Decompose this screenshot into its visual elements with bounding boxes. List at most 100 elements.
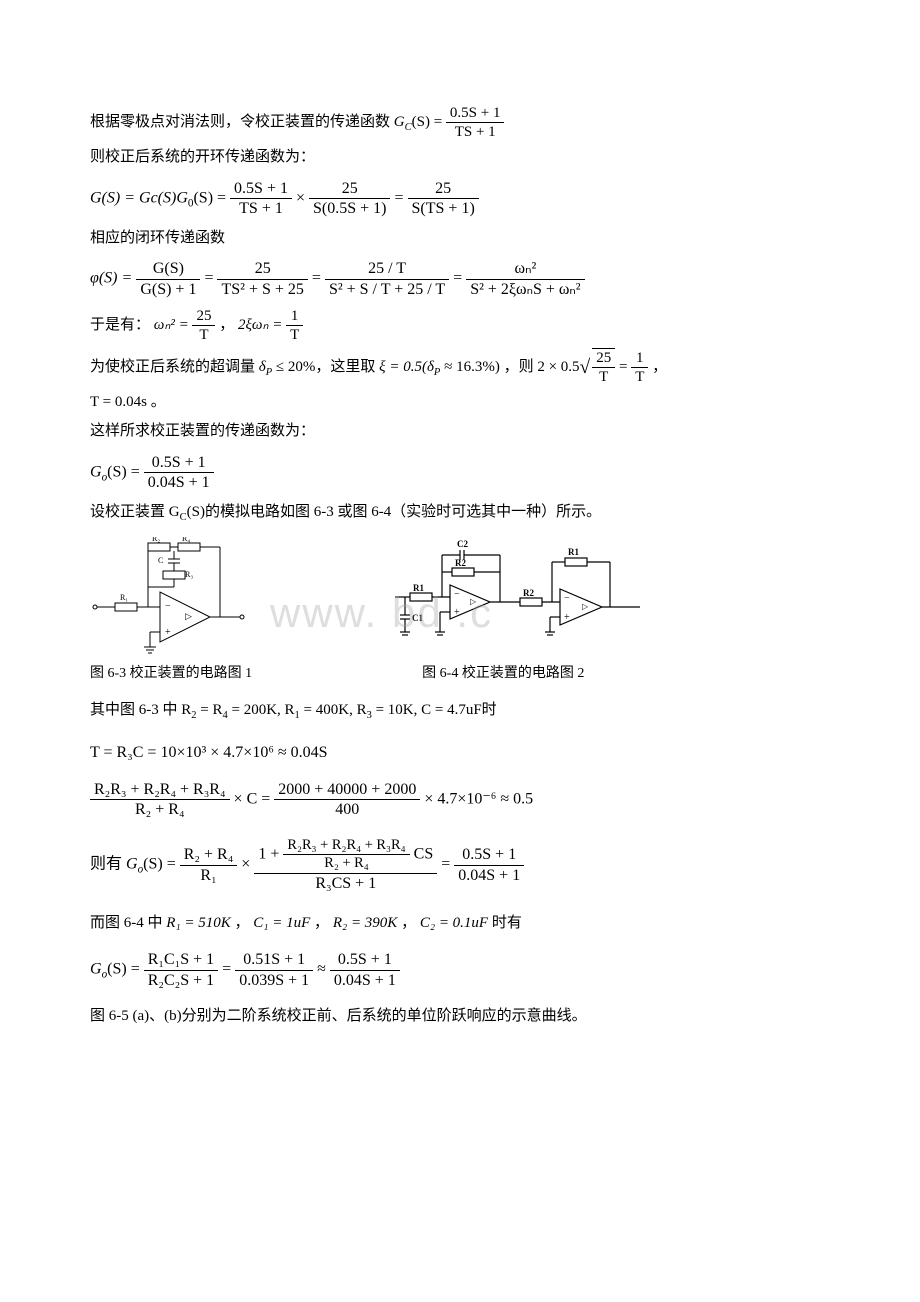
eq14-arg: (S) = bbox=[107, 961, 144, 978]
eq3-eq2: = bbox=[312, 270, 325, 287]
p5-delta: δ bbox=[259, 359, 266, 375]
eq3-f4-den: S² + 2ξωₙS + ωₙ² bbox=[466, 280, 584, 299]
eq3-eq3: = bbox=[453, 270, 466, 287]
eq12-f3-den: 0.04S + 1 bbox=[454, 866, 524, 885]
eq7-arg: (S) = bbox=[107, 463, 144, 480]
eq12-f1-den: R₁ bbox=[180, 866, 238, 885]
eq1-sub: C bbox=[405, 122, 412, 133]
p13-comma1: ， bbox=[231, 915, 254, 931]
equation-12: 则有 Go(S) = R₂ + R₄R₁ × 1 + R₂R₃ + R₂R₄ +… bbox=[90, 837, 830, 893]
eq3-f3-num: 25 / T bbox=[325, 259, 449, 279]
eq4b-lhs: 2ξωₙ = bbox=[238, 317, 286, 333]
eq11-f2: 2000 + 40000 + 2000400 bbox=[274, 780, 420, 819]
svg-text:−: − bbox=[454, 589, 460, 600]
eq2-times: × bbox=[296, 189, 309, 206]
sqrt-sign: √ bbox=[580, 357, 591, 378]
eq5-rhs-num: 1 bbox=[631, 349, 648, 368]
eq7-den: 0.04S + 1 bbox=[144, 473, 214, 492]
p4-prefix: 于是有： bbox=[90, 317, 150, 333]
caption-2: 图 6-4 校正装置的电路图 2 bbox=[422, 662, 584, 686]
paragraph-8: 设校正装置 GC(S)的模拟电路如图 6-3 或图 6-4（实验时可选其中一种）… bbox=[90, 500, 830, 527]
p9-b: = R bbox=[200, 702, 222, 718]
svg-text:R₁: R₁ bbox=[120, 593, 128, 602]
paragraph-3: 相应的闭环传递函数 bbox=[90, 226, 830, 252]
p13-r2: R₂ = 390K bbox=[333, 915, 398, 931]
p5-c: ≈ 16.3%) ，则 bbox=[444, 359, 537, 375]
p1-text: 根据零极点对消法则，令校正装置的传递函数 bbox=[90, 114, 394, 130]
svg-text:R2: R2 bbox=[455, 558, 466, 568]
eq2-f2-den: S(0.5S + 1) bbox=[309, 199, 390, 218]
paragraph-6: T = 0.04s 。 bbox=[90, 390, 830, 416]
eq14-eq: = bbox=[222, 961, 235, 978]
p9-e: = 10K, C = 4.7uF时 bbox=[376, 702, 497, 718]
svg-text:+: + bbox=[165, 627, 171, 638]
eq12-inner-num: R₂R₃ + R₂R₄ + R₃R₄ bbox=[283, 837, 409, 855]
p9-s1: 1 bbox=[295, 710, 300, 721]
eq2-mid: (S) = bbox=[193, 189, 230, 206]
equation-14: Go(S) = R₁C₁S + 1R₂C₂S + 1 = 0.51S + 10.… bbox=[90, 950, 830, 989]
eq14-f1-den: R₂C₂S + 1 bbox=[144, 971, 218, 990]
eq12-eq: = bbox=[441, 856, 454, 873]
eq11-f2-den: 400 bbox=[274, 800, 420, 819]
svg-text:R1: R1 bbox=[413, 583, 424, 593]
paragraph-4: 于是有： ωₙ² = 25T ， 2ξωₙ = 1T bbox=[90, 307, 830, 344]
p12-prefix: 则有 bbox=[90, 856, 126, 873]
paragraph-9: 其中图 6-3 中 R2 = R4 = 200K, R1 = 400K, R3 … bbox=[90, 698, 830, 725]
eq12-inner-den: R₂ + R₄ bbox=[283, 855, 409, 872]
eq2-f1-num: 0.5S + 1 bbox=[230, 179, 292, 199]
eq3-f2-num: 25 bbox=[217, 259, 307, 279]
eq12-bignum: 1 + R₂R₃ + R₂R₄ + R₃R₄R₂ + R₄ CS bbox=[254, 837, 437, 874]
caption-1: 图 6-3 校正装置的电路图 1 bbox=[90, 662, 252, 686]
eq2-f1-den: TS + 1 bbox=[230, 199, 292, 218]
eq5-rhs: 1T bbox=[631, 349, 648, 386]
eq5-rhs-den: T bbox=[631, 368, 648, 386]
eq11-f1-den: R₂ + R₄ bbox=[90, 800, 230, 819]
svg-text:−: − bbox=[165, 601, 171, 612]
svg-text:R₂: R₂ bbox=[152, 537, 160, 543]
equation-3: φ(S) = G(S)G(S) + 1 = 25TS² + S + 25 = 2… bbox=[90, 259, 830, 298]
eq12-big-suffix: CS bbox=[414, 846, 434, 863]
eq11-f2-num: 2000 + 40000 + 2000 bbox=[274, 780, 420, 800]
p8-b: (S)的模拟电路如图 6-3 或图 6-4（实验时可选其中一种）所示。 bbox=[187, 504, 602, 520]
eq2-eq: = bbox=[394, 189, 407, 206]
paragraph-5: 为使校正后系统的超调量 δP ≤ 20%，这里取 ξ = 0.5(δP ≈ 16… bbox=[90, 348, 830, 386]
eq14-f1: R₁C₁S + 1R₂C₂S + 1 bbox=[144, 950, 218, 989]
eq12-f3-num: 0.5S + 1 bbox=[454, 845, 524, 865]
eq2-f1: 0.5S + 1TS + 1 bbox=[230, 179, 292, 218]
eq3-f4-num: ωₙ² bbox=[466, 259, 584, 279]
svg-text:R₄: R₄ bbox=[182, 537, 190, 543]
eq3-f4: ωₙ²S² + 2ξωₙS + ωₙ² bbox=[466, 259, 584, 298]
p9-s2: 2 bbox=[191, 710, 196, 721]
eq12-f3: 0.5S + 10.04S + 1 bbox=[454, 845, 524, 884]
eq1-G: G bbox=[394, 114, 405, 130]
eq3-f1: G(S)G(S) + 1 bbox=[136, 259, 200, 298]
eq14-approx: ≈ bbox=[317, 961, 330, 978]
p13-comma2: ， bbox=[310, 915, 333, 931]
svg-text:C1: C1 bbox=[412, 613, 423, 623]
eq1-arg: (S) = bbox=[412, 114, 446, 130]
eq4-comma: ， bbox=[219, 317, 238, 333]
eq12-big: 1 + R₂R₃ + R₂R₄ + R₃R₄R₂ + R₄ CS R₃CS + … bbox=[254, 837, 437, 893]
eq5-eq: = bbox=[619, 359, 631, 375]
p8-a: 设校正装置 G bbox=[90, 504, 180, 520]
eq14-f2-den: 0.039S + 1 bbox=[235, 971, 313, 990]
eq12-f1-num: R₂ + R₄ bbox=[180, 845, 238, 865]
eq3-lhs: φ(S) = bbox=[90, 270, 136, 287]
eq2-f2-num: 25 bbox=[309, 179, 390, 199]
paragraph-1: 根据零极点对消法则，令校正装置的传递函数 GC(S) = 0.5S + 1 TS… bbox=[90, 104, 830, 141]
eq14-f3-den: 0.04S + 1 bbox=[330, 971, 400, 990]
eq4b-frac: 1T bbox=[286, 307, 303, 344]
eq3-eq1: = bbox=[204, 270, 217, 287]
eq3-f2-den: TS² + S + 25 bbox=[217, 280, 307, 299]
eq2-f3-num: 25 bbox=[408, 179, 479, 199]
p13-tail: 时有 bbox=[492, 915, 522, 931]
svg-text:C: C bbox=[158, 556, 163, 565]
svg-text:−: − bbox=[564, 593, 570, 604]
eq7-num: 0.5S + 1 bbox=[144, 453, 214, 473]
eq4a-den: T bbox=[192, 326, 215, 344]
svg-text:R₃: R₃ bbox=[185, 570, 193, 579]
eq4b-den: T bbox=[286, 326, 303, 344]
p13-comma3: ， bbox=[397, 915, 420, 931]
paragraph-13: 而图 6-4 中 R₁ = 510K ， C₁ = 1uF ， R₂ = 390… bbox=[90, 911, 830, 937]
svg-text:+: + bbox=[564, 612, 570, 623]
